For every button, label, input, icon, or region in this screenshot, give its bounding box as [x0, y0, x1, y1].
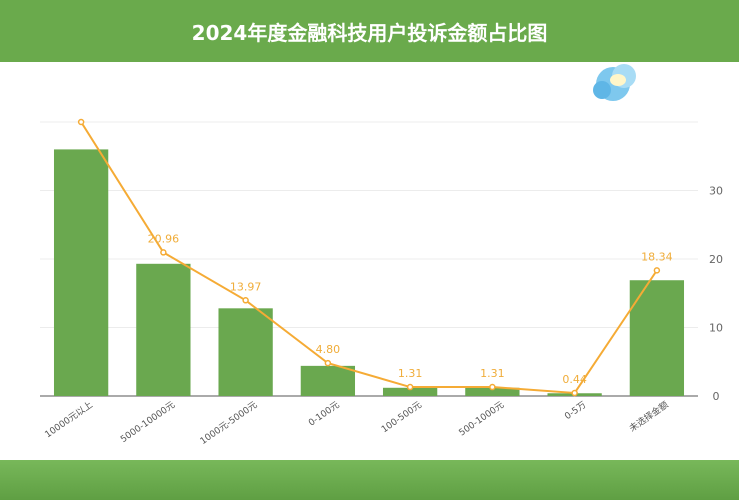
bar-3 [300, 365, 356, 396]
bar-1 [136, 263, 191, 396]
bottom-strip [0, 460, 739, 500]
line-point-1 [160, 249, 167, 256]
data-label-5: 1.31 [480, 367, 505, 380]
line-point-7 [653, 267, 661, 274]
line-point-0 [77, 118, 85, 126]
line-point-5 [489, 383, 496, 391]
x-tick-label-4: 100-500元 [380, 400, 424, 435]
bar-5 [465, 387, 520, 396]
data-labels: 20.96 13.97 4.80 1.31 1.31 0.44 18.34 [148, 232, 673, 386]
decor-layer [593, 64, 636, 101]
chart-title: 2024年度金融科技用户投诉金额占比图 [191, 20, 548, 45]
y-tick-label: 20 [709, 253, 723, 266]
data-label-7: 18.34 [641, 250, 673, 263]
data-label-3: 4.80 [316, 343, 341, 356]
x-tick-label-2: 1000元-5000元 [199, 400, 260, 447]
bar-7 [629, 280, 685, 396]
data-label-2: 13.97 [230, 280, 262, 293]
line-point-4 [406, 383, 414, 391]
cloud-icon [593, 64, 636, 101]
chart-header: 2024年度金融科技用户投诉金额占比图 [0, 0, 739, 62]
line-point-6 [571, 389, 578, 397]
line-series [77, 118, 661, 397]
line-point-2 [242, 297, 249, 304]
x-tick-label-0: 10000元以上 [43, 399, 95, 440]
data-label-4: 1.31 [398, 367, 423, 380]
data-label-1: 20.96 [148, 232, 180, 245]
x-tick-label-3: 0-100元 [307, 400, 342, 428]
bar-4 [382, 387, 438, 396]
y-tick-label: 0 [713, 390, 720, 403]
x-tick-label-1: 5000-10000元 [119, 400, 177, 445]
bar-series [53, 149, 685, 396]
data-label-6: 0.44 [562, 373, 587, 386]
chart-panel [0, 62, 739, 460]
bar-2 [218, 308, 273, 396]
trend-line [80, 121, 658, 395]
y-axis-ticks: 0 10 20 30 [709, 185, 723, 404]
y-tick-label: 10 [709, 322, 723, 335]
x-tick-label-7: 未选择金额 [627, 399, 671, 435]
x-tick-label-6: 0-5万 [563, 400, 588, 422]
x-axis-labels: 10000元以上 5000-10000元 1000元-5000元 0-100元 100-… [43, 399, 671, 447]
x-tick-label-5: 500-1000元 [457, 400, 506, 438]
bar-0 [53, 149, 109, 396]
line-point-3 [324, 359, 332, 367]
y-tick-label: 30 [709, 185, 723, 198]
